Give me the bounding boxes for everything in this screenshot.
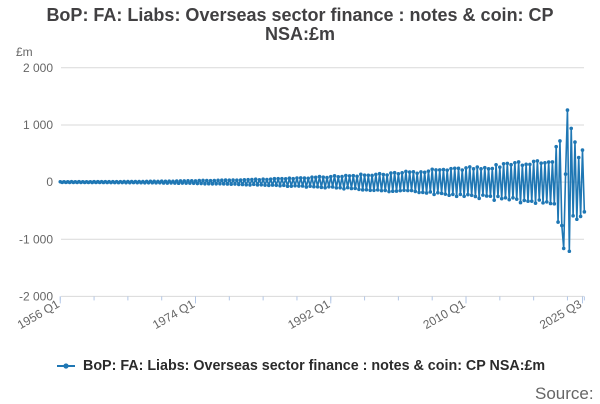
svg-text:0: 0 [46,175,53,189]
svg-text:-1 000: -1 000 [19,232,53,246]
svg-text:2 000: 2 000 [23,61,53,75]
svg-text:1974 Q1: 1974 Q1 [150,297,197,332]
svg-text:2025 Q3: 2025 Q3 [537,297,584,332]
svg-text:2010 Q1: 2010 Q1 [421,297,468,332]
svg-text:1992 Q1: 1992 Q1 [285,297,332,332]
svg-text:1 000: 1 000 [23,118,53,132]
